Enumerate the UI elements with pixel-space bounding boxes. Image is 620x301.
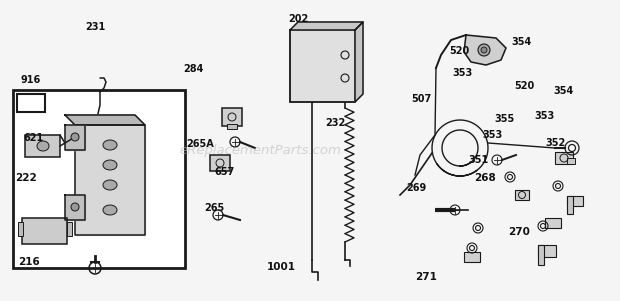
Polygon shape	[290, 22, 363, 30]
Polygon shape	[65, 125, 85, 150]
Bar	[515, 190, 529, 200]
Text: 621: 621	[24, 133, 44, 144]
Bar	[18, 222, 23, 236]
Ellipse shape	[103, 160, 117, 170]
Text: 269: 269	[406, 183, 427, 193]
Text: 284: 284	[183, 64, 203, 74]
Text: eReplacementParts.com: eReplacementParts.com	[179, 144, 342, 157]
Text: 232: 232	[326, 118, 346, 129]
Bar	[545, 218, 561, 228]
Polygon shape	[355, 22, 363, 102]
Text: 265A: 265A	[186, 139, 214, 150]
Bar	[13, 90, 185, 268]
Bar	[17, 94, 45, 112]
Bar	[567, 196, 573, 214]
Bar	[555, 152, 573, 164]
Bar	[567, 196, 583, 206]
Ellipse shape	[71, 203, 79, 211]
Text: 657: 657	[214, 166, 234, 177]
Ellipse shape	[103, 180, 117, 190]
Text: 352: 352	[546, 138, 566, 148]
Text: 270: 270	[508, 227, 530, 237]
Circle shape	[478, 44, 490, 56]
Polygon shape	[464, 35, 506, 65]
Circle shape	[481, 47, 487, 53]
Polygon shape	[65, 115, 145, 125]
Bar	[67, 222, 72, 236]
Ellipse shape	[103, 140, 117, 150]
Text: 351: 351	[468, 154, 489, 165]
Ellipse shape	[37, 141, 49, 151]
Text: 353: 353	[482, 130, 503, 141]
Text: 354: 354	[512, 37, 532, 47]
Bar	[538, 245, 556, 257]
Ellipse shape	[71, 133, 79, 141]
Text: 520: 520	[515, 81, 535, 91]
Text: 354: 354	[554, 86, 574, 96]
Bar	[227, 124, 237, 129]
Bar	[222, 108, 242, 126]
Text: 520: 520	[450, 45, 470, 56]
Bar	[567, 158, 575, 164]
Bar	[538, 245, 544, 265]
Text: 353: 353	[453, 68, 473, 78]
Text: 1001: 1001	[267, 262, 296, 272]
Text: 271: 271	[415, 272, 437, 282]
Text: 222: 222	[16, 172, 37, 183]
Bar	[210, 155, 230, 171]
Text: 202: 202	[288, 14, 309, 24]
Bar	[25, 135, 60, 157]
Ellipse shape	[103, 205, 117, 215]
Text: 507: 507	[412, 94, 432, 104]
Text: 353: 353	[534, 111, 555, 121]
Polygon shape	[65, 195, 85, 220]
Text: 268: 268	[474, 172, 496, 183]
Bar	[464, 252, 480, 262]
Bar	[22, 218, 67, 244]
Text: 916: 916	[20, 75, 41, 85]
Text: 355: 355	[495, 114, 515, 124]
Text: 231: 231	[86, 22, 106, 32]
Text: 265: 265	[205, 203, 225, 213]
Text: 216: 216	[19, 257, 40, 267]
Polygon shape	[75, 125, 145, 235]
Bar	[290, 30, 355, 102]
